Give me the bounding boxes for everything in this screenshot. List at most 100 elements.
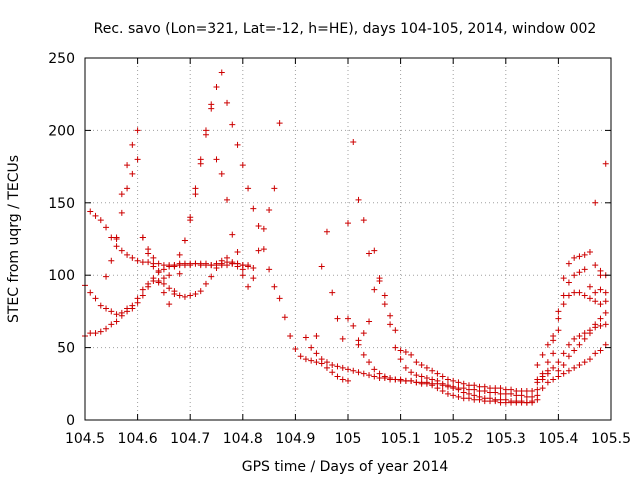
data-point bbox=[281, 314, 288, 321]
data-point bbox=[513, 388, 520, 395]
data-point bbox=[139, 234, 146, 241]
data-point bbox=[276, 120, 283, 127]
data-point bbox=[345, 315, 351, 322]
data-point bbox=[602, 160, 609, 167]
series-arc-i bbox=[355, 277, 536, 406]
data-point bbox=[487, 395, 494, 402]
data-point bbox=[476, 383, 483, 390]
data-point bbox=[350, 322, 357, 329]
data-point bbox=[597, 272, 604, 279]
data-point bbox=[586, 356, 593, 363]
data-point bbox=[176, 270, 183, 277]
data-point bbox=[218, 262, 225, 269]
data-point bbox=[597, 286, 604, 293]
data-point bbox=[192, 191, 199, 198]
data-point bbox=[434, 377, 441, 384]
data-point bbox=[413, 372, 420, 379]
data-point bbox=[181, 260, 188, 267]
data-point bbox=[429, 367, 436, 374]
data-point bbox=[87, 330, 94, 337]
data-point bbox=[224, 196, 231, 203]
data-point bbox=[371, 373, 378, 380]
data-point bbox=[266, 266, 273, 273]
data-point bbox=[124, 305, 131, 312]
data-point bbox=[313, 359, 320, 366]
data-point bbox=[213, 83, 220, 90]
data-point bbox=[571, 335, 578, 342]
data-point bbox=[339, 335, 346, 342]
data-point bbox=[544, 359, 551, 366]
data-point bbox=[171, 291, 178, 298]
data-point bbox=[418, 373, 425, 380]
data-point bbox=[166, 262, 173, 269]
data-point bbox=[586, 295, 593, 302]
data-point bbox=[455, 393, 462, 400]
data-point bbox=[381, 373, 388, 380]
data-point bbox=[103, 224, 110, 231]
data-point bbox=[523, 393, 530, 400]
data-point bbox=[155, 260, 162, 267]
data-point bbox=[313, 333, 320, 340]
y-tick-label: 250 bbox=[48, 51, 75, 67]
data-point bbox=[308, 344, 315, 351]
data-point bbox=[208, 262, 215, 269]
data-point bbox=[460, 395, 467, 402]
data-point bbox=[418, 380, 425, 387]
data-point bbox=[366, 318, 373, 325]
data-point bbox=[586, 249, 593, 256]
data-point bbox=[339, 376, 346, 383]
data-point bbox=[113, 236, 120, 242]
data-point bbox=[387, 321, 394, 328]
data-point bbox=[560, 370, 567, 377]
data-point bbox=[271, 185, 278, 192]
data-point bbox=[224, 254, 231, 261]
data-point bbox=[550, 376, 557, 383]
data-point bbox=[592, 350, 599, 357]
data-point bbox=[481, 395, 488, 402]
data-point bbox=[450, 377, 457, 384]
data-point bbox=[523, 388, 530, 395]
data-point bbox=[550, 364, 557, 371]
data-point bbox=[329, 369, 336, 376]
data-point bbox=[597, 347, 604, 354]
data-point bbox=[292, 346, 299, 353]
data-point bbox=[166, 285, 173, 292]
data-point bbox=[176, 292, 183, 299]
data-point bbox=[565, 279, 572, 286]
data-point bbox=[387, 375, 394, 382]
data-point bbox=[208, 101, 215, 108]
data-point bbox=[376, 277, 383, 284]
data-point bbox=[513, 398, 520, 405]
data-point bbox=[313, 350, 320, 357]
data-point bbox=[444, 382, 451, 389]
data-point bbox=[150, 277, 157, 284]
data-point bbox=[586, 330, 593, 337]
data-point bbox=[187, 292, 194, 299]
data-point bbox=[229, 260, 236, 267]
data-point bbox=[287, 333, 294, 340]
data-point bbox=[355, 337, 362, 344]
y-tick-label: 150 bbox=[48, 196, 75, 212]
data-point bbox=[334, 363, 341, 370]
data-point bbox=[245, 185, 252, 192]
x-tick-label: 104.8 bbox=[223, 431, 263, 447]
data-point bbox=[555, 308, 562, 315]
data-point bbox=[134, 127, 141, 134]
data-point bbox=[571, 289, 578, 296]
data-point bbox=[118, 191, 125, 198]
data-point bbox=[471, 382, 478, 389]
data-point bbox=[323, 228, 330, 235]
data-point bbox=[323, 364, 330, 371]
data-point bbox=[408, 351, 415, 358]
data-point bbox=[145, 283, 152, 290]
data-point bbox=[571, 347, 578, 354]
data-point bbox=[371, 286, 378, 293]
series-arc-p bbox=[592, 160, 609, 279]
series-arc-o bbox=[555, 309, 609, 374]
data-point bbox=[187, 214, 194, 221]
data-point bbox=[597, 322, 604, 329]
x-tick-label: 105.1 bbox=[381, 431, 421, 447]
data-point bbox=[581, 292, 588, 299]
x-tick-label: 105.2 bbox=[433, 431, 473, 447]
data-point bbox=[376, 370, 383, 377]
